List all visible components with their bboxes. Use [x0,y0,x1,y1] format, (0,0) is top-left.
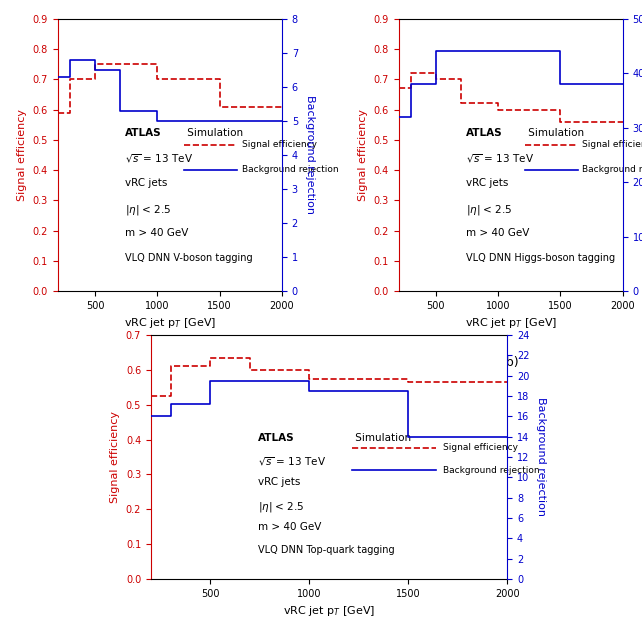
Y-axis label: Signal efficiency: Signal efficiency [358,109,368,201]
Text: Simulation: Simulation [525,128,584,138]
Text: VLQ DNN Higgs-boson tagging: VLQ DNN Higgs-boson tagging [466,253,615,263]
Text: |$\eta$| < 2.5: |$\eta$| < 2.5 [125,203,171,217]
Text: Signal efficiency: Signal efficiency [241,140,317,149]
Text: (a): (a) [161,356,178,369]
Text: vRC jets: vRC jets [258,478,300,488]
Text: m > 40 GeV: m > 40 GeV [125,228,188,238]
Text: vRC jets: vRC jets [466,178,508,188]
Text: Signal efficiency: Signal efficiency [443,443,518,452]
Text: |$\eta$| < 2.5: |$\eta$| < 2.5 [466,203,512,217]
Text: $\sqrt{s}$ = 13 TeV: $\sqrt{s}$ = 13 TeV [125,153,193,165]
Text: vRC jets: vRC jets [125,178,168,188]
Y-axis label: Signal efficiency: Signal efficiency [110,411,120,503]
Text: Background rejection: Background rejection [241,165,338,174]
Text: m > 40 GeV: m > 40 GeV [258,523,321,532]
X-axis label: vRC jet p$_{T}$ [GeV]: vRC jet p$_{T}$ [GeV] [124,316,216,331]
Text: (b): (b) [502,356,519,369]
Text: Signal efficiency: Signal efficiency [582,140,642,149]
Y-axis label: Background rejection: Background rejection [536,398,546,516]
Text: VLQ DNN V-boson tagging: VLQ DNN V-boson tagging [125,253,253,263]
Text: ATLAS: ATLAS [466,128,503,138]
Y-axis label: Background rejection: Background rejection [304,95,315,215]
Text: m > 40 GeV: m > 40 GeV [466,228,529,238]
Text: ATLAS: ATLAS [258,433,295,443]
Text: |$\eta$| < 2.5: |$\eta$| < 2.5 [258,500,304,514]
Text: Simulation: Simulation [352,433,412,443]
Text: VLQ DNN Top-quark tagging: VLQ DNN Top-quark tagging [258,545,394,555]
X-axis label: vRC jet p$_{T}$ [GeV]: vRC jet p$_{T}$ [GeV] [283,604,375,618]
X-axis label: vRC jet p$_{T}$ [GeV]: vRC jet p$_{T}$ [GeV] [465,316,557,331]
Text: $\sqrt{s}$ = 13 TeV: $\sqrt{s}$ = 13 TeV [258,455,326,468]
Text: Background rejection: Background rejection [443,466,540,475]
Text: $\sqrt{s}$ = 13 TeV: $\sqrt{s}$ = 13 TeV [466,153,534,165]
Text: ATLAS: ATLAS [125,128,162,138]
Text: Simulation: Simulation [184,128,243,138]
Y-axis label: Signal efficiency: Signal efficiency [17,109,27,201]
Text: Background rejection: Background rejection [582,165,642,174]
